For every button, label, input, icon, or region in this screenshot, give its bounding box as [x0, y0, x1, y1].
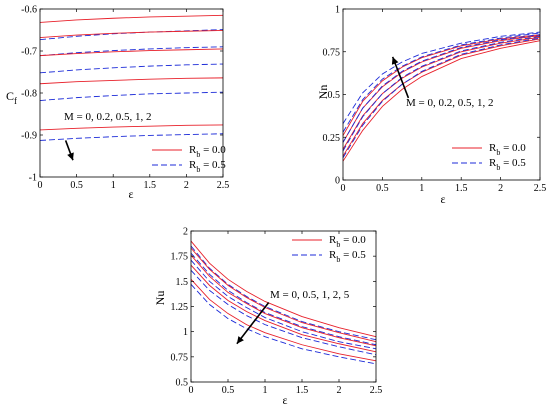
cf-ylabel: Cf — [6, 89, 17, 106]
nu-ytick-label-3: 1.25 — [171, 302, 189, 313]
cf-series-line-5 — [39, 63, 224, 74]
nu-xtick-label-3: 1.5 — [296, 385, 309, 396]
cf-series-line-6 — [39, 77, 224, 85]
nu-ytick-label-4: 1.5 — [176, 277, 189, 288]
nu-ytick-label-6: 2 — [183, 227, 188, 238]
cf-annotation: M = 0, 0.2, 0.5, 1, 2 — [64, 111, 151, 123]
nn-series-line-2 — [342, 35, 541, 143]
nn-arrow-head — [391, 56, 399, 65]
nn-series-line-8 — [342, 40, 541, 162]
panel-nu-chart: Nu ε M = 0, 0.5, 1, 2, 5 0 0.5 1 1.5 2 2.50.5… — [153, 227, 382, 408]
nn-ytick-label-4: 1 — [335, 5, 340, 16]
cf-xtick-label-2: 1 — [111, 180, 116, 191]
cf-ytick-label-1: -0.9 — [21, 131, 37, 142]
nn-xlabel: ε — [440, 192, 445, 206]
nn-legend-label-1: Rb = 0.5 — [489, 157, 526, 172]
nn-xtick-label-5: 2.5 — [534, 183, 547, 194]
panel-nn-chart: Nn ε M = 0, 0.2, 0.5, 1, 2 0 0.5 1 1.5 2 2.5 0… — [316, 5, 546, 207]
cf-xtick-label-1: 0.5 — [70, 180, 83, 191]
nn-series-line-7 — [342, 35, 541, 152]
nn-xtick-label-1: 0.5 — [376, 183, 389, 194]
cf-series-line-4 — [39, 48, 224, 57]
nu-series-line-0 — [190, 240, 377, 338]
nu-ytick-label-0: 0.5 — [176, 378, 189, 389]
nu-ylabel: Nu — [153, 291, 167, 306]
nn-ylabel: Nn — [316, 85, 330, 100]
nn-axes-frame — [342, 8, 541, 181]
nu-series-line-2 — [190, 247, 377, 343]
nu-legend-label-1: Rb = 0.5 — [329, 249, 366, 264]
nu-annotation: M = 0, 0.5, 1, 2, 5 — [270, 289, 350, 301]
cf-arrow-head — [67, 152, 74, 161]
cf-xtick-label-0: 0 — [38, 180, 43, 191]
nu-series-line-1 — [190, 245, 377, 341]
cf-ytick-label-2: -0.8 — [21, 89, 37, 100]
cf-series-line-0 — [39, 14, 224, 23]
nu-xlabel: ε — [282, 393, 287, 407]
cf-series-line-8 — [39, 124, 224, 131]
nu-series-line-4 — [190, 254, 377, 347]
nn-ytick-label-2: 0.5 — [328, 90, 341, 101]
nn-arrow-shaft — [391, 56, 410, 99]
nn-ytick-label-1: 0.25 — [323, 133, 341, 144]
cf-legend-label-1: Rb = 0.5 — [189, 159, 226, 174]
panel-cf-chart: Cf ε M = 0, 0.2, 0.5, 1, 2 0 0.5 1 1.5 2 2.5 -… — [6, 5, 229, 202]
nu-series-line-6 — [190, 264, 377, 353]
cf-legend-label-0: Rb = 0.0 — [189, 144, 226, 159]
nu-arrow-head — [236, 336, 244, 344]
nu-ytick-label-5: 1.75 — [171, 252, 189, 263]
nn-xtick-label-2: 1 — [419, 183, 424, 194]
nu-series-line-8 — [190, 279, 377, 362]
nu-legend-label-0: Rb = 0.0 — [329, 234, 366, 249]
cf-ytick-label-4: -0.6 — [21, 5, 37, 16]
cf-series-line-2 — [39, 29, 224, 39]
nu-arrow-shaft — [236, 301, 270, 345]
cf-xtick-label-3: 1.5 — [144, 180, 157, 191]
cf-series-line-9 — [39, 133, 224, 141]
nn-legend-label-0: Rb = 0.0 — [489, 142, 526, 157]
nn-series-line-4 — [342, 36, 541, 150]
nn-ytick-label-3: 0.75 — [323, 47, 341, 58]
nn-series-line-1 — [342, 31, 541, 124]
nn-annotation: M = 0, 0.2, 0.5, 1, 2 — [406, 97, 493, 109]
nn-series-line-5 — [342, 34, 541, 143]
cf-xtick-label-5: 2.5 — [217, 180, 230, 191]
nu-xtick-label-5: 2.5 — [370, 385, 383, 396]
nn-xtick-label-4: 2 — [498, 183, 503, 194]
nu-series-line-9 — [190, 284, 377, 365]
nu-xtick-label-1: 0.5 — [222, 385, 235, 396]
nn-xtick-label-0: 0 — [341, 183, 346, 194]
nu-xtick-label-2: 1 — [263, 385, 268, 396]
nu-ytick-label-1: 0.75 — [171, 352, 189, 363]
nn-series-line-0 — [342, 34, 541, 136]
nn-ytick-label-0: 0 — [335, 176, 340, 187]
nu-series-line-5 — [190, 259, 377, 350]
nu-series-line-7 — [190, 269, 377, 356]
nu-ytick-label-2: 1 — [183, 327, 188, 338]
nu-xtick-label-4: 2 — [337, 385, 342, 396]
nu-xtick-label-0: 0 — [189, 385, 194, 396]
cf-series-line-7 — [39, 91, 224, 102]
cf-xlabel: ε — [128, 187, 133, 201]
cf-ytick-label-0: -1 — [29, 173, 37, 184]
nn-series-line-3 — [342, 32, 541, 133]
cf-ytick-label-3: -0.7 — [21, 47, 37, 58]
cf-xtick-label-4: 2 — [184, 180, 189, 191]
nn-series-line-6 — [342, 38, 541, 157]
cf-series-line-3 — [39, 46, 224, 57]
nu-series-line-3 — [190, 252, 377, 346]
nn-xtick-label-3: 1.5 — [455, 183, 468, 194]
